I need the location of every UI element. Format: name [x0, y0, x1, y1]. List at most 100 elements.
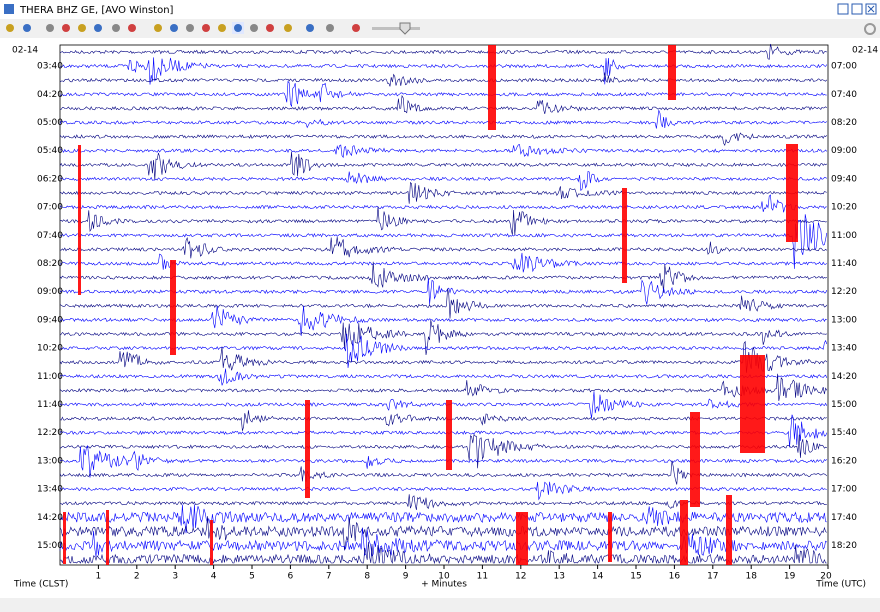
left-time-label: 09:00 [37, 287, 63, 297]
toolbar-icon [306, 24, 314, 32]
toolbar-icon [94, 24, 102, 32]
clipped-signal [210, 520, 213, 565]
trace [59, 144, 828, 159]
left-time-label: 14:20 [37, 513, 63, 523]
trace [59, 261, 827, 293]
toolbar-icon [266, 24, 274, 32]
toolbar-icon [128, 24, 136, 32]
clipped-signal [690, 412, 700, 507]
toolbar-icon [170, 24, 178, 32]
window-icon [4, 4, 14, 14]
right-time-label: 09:40 [831, 174, 857, 184]
toolbar-icon [234, 24, 242, 32]
right-time-label: 14:20 [831, 372, 857, 382]
clipped-signal [170, 260, 176, 355]
right-time-label: 09:00 [831, 146, 857, 156]
left-time-label: 07:40 [37, 231, 63, 241]
x-tick-label: 14 [592, 572, 604, 582]
maximize-button[interactable] [851, 3, 863, 15]
trace [59, 373, 828, 401]
toolbar-icon [186, 24, 194, 32]
toolbar-icon [154, 24, 162, 32]
x-tick-label: 8 [364, 572, 370, 582]
left-time-label: 06:20 [37, 174, 63, 184]
right-time-label: 16:20 [831, 456, 857, 466]
right-time-label: 11:00 [831, 231, 857, 241]
close-icon [867, 5, 875, 13]
trace [59, 94, 827, 114]
trace [59, 340, 828, 373]
clipped-signal [608, 512, 612, 562]
left-time-label: 05:00 [37, 118, 63, 128]
minimize-button[interactable] [837, 3, 849, 15]
left-date: 02-14 [12, 46, 38, 56]
left-time-label: 13:40 [37, 485, 63, 495]
settings-icon[interactable] [864, 23, 876, 35]
toolbar-icon [352, 24, 360, 32]
toolbar-icon [78, 24, 86, 32]
toolbar-icon [202, 24, 210, 32]
right-time-label: 08:20 [831, 118, 857, 128]
clipped-signal [622, 188, 627, 283]
right-time-label: 11:40 [831, 259, 857, 269]
right-time-label: 07:00 [831, 62, 857, 72]
trace [59, 252, 827, 273]
toolbar-icon [46, 24, 54, 32]
right-time-label: 10:20 [831, 203, 857, 213]
clipped-signal [786, 144, 798, 242]
left-time-label: 03:40 [37, 62, 63, 72]
x-tick-label: 11 [477, 572, 488, 582]
right-time-label: 13:40 [831, 344, 857, 354]
x-tick-label: 13 [553, 572, 564, 582]
x-tick-label: 19 [784, 572, 796, 582]
slider-track [372, 27, 420, 30]
x-tick-label: 7 [326, 572, 332, 582]
trace [59, 80, 827, 108]
trace [59, 194, 827, 213]
trace [59, 170, 827, 192]
clipped-signal [63, 512, 66, 564]
clipped-signal [305, 400, 310, 498]
right-date: 02-14 [852, 46, 878, 56]
x-tick-label: 10 [438, 572, 450, 582]
trace [59, 109, 827, 129]
left-time-label: 05:40 [37, 146, 63, 156]
left-time-label: 07:00 [37, 203, 63, 213]
trace [59, 516, 827, 551]
trace [59, 151, 827, 180]
x-tick-label: 12 [515, 572, 526, 582]
trace [59, 368, 828, 386]
left-axis-label: Time (CLST) [13, 580, 68, 590]
toolbar-icon [62, 24, 70, 32]
trace [59, 214, 828, 269]
clipped-signal [680, 500, 688, 565]
left-time-label: 10:20 [37, 344, 63, 354]
left-time-label: 11:40 [37, 400, 63, 410]
trace [59, 236, 828, 259]
trace [59, 391, 828, 419]
trace [59, 43, 827, 60]
left-time-label: 13:00 [37, 456, 63, 466]
toolbar-icon [23, 24, 31, 32]
right-axis-label: Time (UTC) [815, 580, 866, 590]
x-tick-label: 9 [403, 572, 409, 582]
traces [59, 43, 828, 565]
trace [59, 504, 827, 534]
trace [59, 319, 827, 356]
clipped-signal [78, 145, 81, 295]
toolbar-icon [250, 24, 258, 32]
left-time-label: 09:40 [37, 315, 63, 325]
trace [59, 206, 827, 235]
x-tick-label: 3 [172, 572, 178, 582]
trace [59, 72, 828, 87]
slider-thumb[interactable] [399, 22, 411, 35]
x-tick-label: 18 [745, 572, 757, 582]
x-tick-label: 1 [96, 572, 102, 582]
right-time-label: 18:20 [831, 541, 857, 551]
left-time-label: 11:00 [37, 372, 63, 382]
close-button[interactable] [865, 3, 877, 15]
trace [59, 288, 828, 319]
left-time-label: 15:00 [37, 541, 63, 551]
